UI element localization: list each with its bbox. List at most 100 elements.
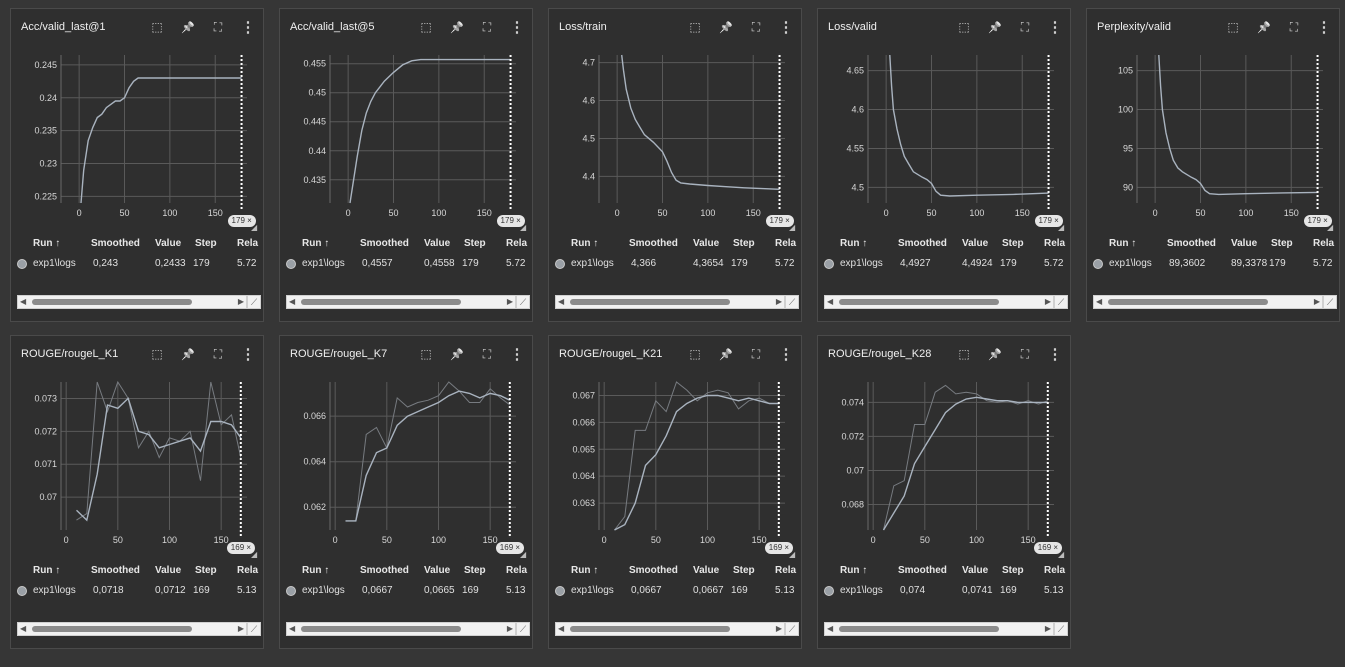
column-header-run[interactable]: Run ↑ xyxy=(302,565,330,576)
column-header-run[interactable]: Run ↑ xyxy=(840,565,868,576)
resize-grip-icon[interactable]: ◢ xyxy=(251,223,258,232)
table-resize-icon[interactable]: ⟋ xyxy=(516,622,530,636)
fullscreen-icon[interactable]: ⛶ xyxy=(482,346,492,361)
table-row[interactable]: exp1\logs 0,0718 0,0712 169 5.13 xyxy=(11,585,265,599)
run-color-dot[interactable] xyxy=(1093,259,1103,269)
scrollbar-thumb[interactable] xyxy=(570,299,730,305)
run-color-dot[interactable] xyxy=(286,259,296,269)
run-color-dot[interactable] xyxy=(824,259,834,269)
column-header-run[interactable]: Run ↑ xyxy=(1109,238,1137,249)
column-header-run[interactable]: Run ↑ xyxy=(33,565,61,576)
line-chart[interactable]: 90 95 100 105 0 50 100 150 xyxy=(1087,45,1341,225)
horizontal-scrollbar[interactable]: ◀ ▶ xyxy=(824,622,1054,636)
scrollbar-thumb[interactable] xyxy=(301,299,461,305)
table-resize-icon[interactable]: ⟋ xyxy=(785,622,799,636)
table-row[interactable]: exp1\logs 0,4557 0,4558 179 5.72 xyxy=(280,258,534,272)
scroll-left-icon[interactable]: ◀ xyxy=(827,297,834,306)
horizontal-scrollbar[interactable]: ◀ ▶ xyxy=(286,622,516,636)
pin-icon[interactable]: 📌 xyxy=(988,21,1002,34)
scroll-left-icon[interactable]: ◀ xyxy=(1096,297,1103,306)
scrollbar-thumb[interactable] xyxy=(1108,299,1268,305)
scroll-left-icon[interactable]: ◀ xyxy=(827,624,834,633)
line-chart[interactable]: 0.07 0.071 0.072 0.073 0 50 100 150 xyxy=(11,372,265,552)
more-vert-icon[interactable]: ⋮ xyxy=(240,19,256,36)
scroll-right-icon[interactable]: ▶ xyxy=(506,297,513,306)
step-badge[interactable]: 169 × xyxy=(226,542,256,554)
table-row[interactable]: exp1\logs 4,366 4,3654 179 5.72 xyxy=(549,258,803,272)
resize-grip-icon[interactable]: ◢ xyxy=(1058,223,1065,232)
run-color-dot[interactable] xyxy=(555,259,565,269)
fullscreen-icon[interactable]: ⛶ xyxy=(213,19,223,34)
more-vert-icon[interactable]: ⋮ xyxy=(778,19,794,36)
scroll-right-icon[interactable]: ▶ xyxy=(506,624,513,633)
fit-domain-icon[interactable]: ⬚ xyxy=(151,347,163,361)
table-resize-icon[interactable]: ⟋ xyxy=(1054,295,1068,309)
step-badge[interactable]: 169 × xyxy=(1033,542,1063,554)
scrollbar-thumb[interactable] xyxy=(32,626,192,632)
fit-domain-icon[interactable]: ⬚ xyxy=(689,20,701,34)
fullscreen-icon[interactable]: ⛶ xyxy=(751,19,761,34)
table-row[interactable]: exp1\logs 4,4927 4,4924 179 5.72 xyxy=(818,258,1072,272)
table-resize-icon[interactable]: ⟋ xyxy=(516,295,530,309)
fullscreen-icon[interactable]: ⛶ xyxy=(751,346,761,361)
scroll-right-icon[interactable]: ▶ xyxy=(1044,624,1051,633)
step-badge[interactable]: 179 × xyxy=(1303,215,1332,227)
scrollbar-thumb[interactable] xyxy=(301,626,461,632)
scroll-left-icon[interactable]: ◀ xyxy=(20,297,27,306)
more-vert-icon[interactable]: ⋮ xyxy=(240,346,256,363)
resize-grip-icon[interactable]: ◢ xyxy=(1058,550,1065,559)
fullscreen-icon[interactable]: ⛶ xyxy=(213,346,223,361)
horizontal-scrollbar[interactable]: ◀ ▶ xyxy=(286,295,516,309)
scrollbar-thumb[interactable] xyxy=(32,299,192,305)
line-chart[interactable]: 0.068 0.07 0.072 0.074 0 50 100 150 xyxy=(818,372,1072,552)
scroll-right-icon[interactable]: ▶ xyxy=(1044,297,1051,306)
fullscreen-icon[interactable]: ⛶ xyxy=(1020,19,1030,34)
scroll-left-icon[interactable]: ◀ xyxy=(558,297,565,306)
fullscreen-icon[interactable]: ⛶ xyxy=(482,19,492,34)
column-header-run[interactable]: Run ↑ xyxy=(302,238,330,249)
horizontal-scrollbar[interactable]: ◀ ▶ xyxy=(17,622,247,636)
run-color-dot[interactable] xyxy=(555,586,565,596)
pin-icon[interactable]: 📌 xyxy=(988,348,1002,361)
line-chart[interactable]: 0.435 0.44 0.445 0.45 0.455 0 50 100 150 xyxy=(280,45,534,225)
table-row[interactable]: exp1\logs 0,0667 0,0665 169 5.13 xyxy=(280,585,534,599)
step-badge[interactable]: 179 × xyxy=(227,215,256,227)
resize-grip-icon[interactable]: ◢ xyxy=(520,550,527,559)
table-row[interactable]: exp1\logs 89,3602 89,3378 179 5.72 xyxy=(1087,258,1341,272)
line-chart[interactable]: 0.063 0.064 0.065 0.066 0.067 0 50 100 150 xyxy=(549,372,803,552)
pin-icon[interactable]: 📌 xyxy=(450,348,464,361)
scroll-left-icon[interactable]: ◀ xyxy=(289,297,296,306)
fit-domain-icon[interactable]: ⬚ xyxy=(151,20,163,34)
column-header-run[interactable]: Run ↑ xyxy=(571,565,599,576)
scroll-right-icon[interactable]: ▶ xyxy=(775,624,782,633)
table-row[interactable]: exp1\logs 0,0667 0,0667 169 5.13 xyxy=(549,585,803,599)
pin-icon[interactable]: 📌 xyxy=(719,21,733,34)
pin-icon[interactable]: 📌 xyxy=(1257,21,1271,34)
scrollbar-thumb[interactable] xyxy=(570,626,730,632)
step-badge[interactable]: 169 × xyxy=(495,542,525,554)
horizontal-scrollbar[interactable]: ◀ ▶ xyxy=(1093,295,1323,309)
resize-grip-icon[interactable]: ◢ xyxy=(1327,223,1334,232)
fit-domain-icon[interactable]: ⬚ xyxy=(420,20,432,34)
fit-domain-icon[interactable]: ⬚ xyxy=(958,347,970,361)
table-resize-icon[interactable]: ⟋ xyxy=(247,295,261,309)
pin-icon[interactable]: 📌 xyxy=(719,348,733,361)
line-chart[interactable]: 4.5 4.55 4.6 4.65 0 50 100 150 xyxy=(818,45,1072,225)
run-color-dot[interactable] xyxy=(824,586,834,596)
pin-icon[interactable]: 📌 xyxy=(181,21,195,34)
horizontal-scrollbar[interactable]: ◀ ▶ xyxy=(17,295,247,309)
fit-domain-icon[interactable]: ⬚ xyxy=(1227,20,1239,34)
scroll-right-icon[interactable]: ▶ xyxy=(237,297,244,306)
fit-domain-icon[interactable]: ⬚ xyxy=(420,347,432,361)
fullscreen-icon[interactable]: ⛶ xyxy=(1020,346,1030,361)
column-header-run[interactable]: Run ↑ xyxy=(571,238,599,249)
column-header-run[interactable]: Run ↑ xyxy=(33,238,61,249)
run-color-dot[interactable] xyxy=(17,586,27,596)
step-badge[interactable]: 179 × xyxy=(496,215,525,227)
table-resize-icon[interactable]: ⟋ xyxy=(1323,295,1337,309)
more-vert-icon[interactable]: ⋮ xyxy=(509,19,525,36)
horizontal-scrollbar[interactable]: ◀ ▶ xyxy=(555,295,785,309)
table-row[interactable]: exp1\logs 0,243 0,2433 179 5.72 xyxy=(11,258,265,272)
more-vert-icon[interactable]: ⋮ xyxy=(509,346,525,363)
scroll-left-icon[interactable]: ◀ xyxy=(20,624,27,633)
